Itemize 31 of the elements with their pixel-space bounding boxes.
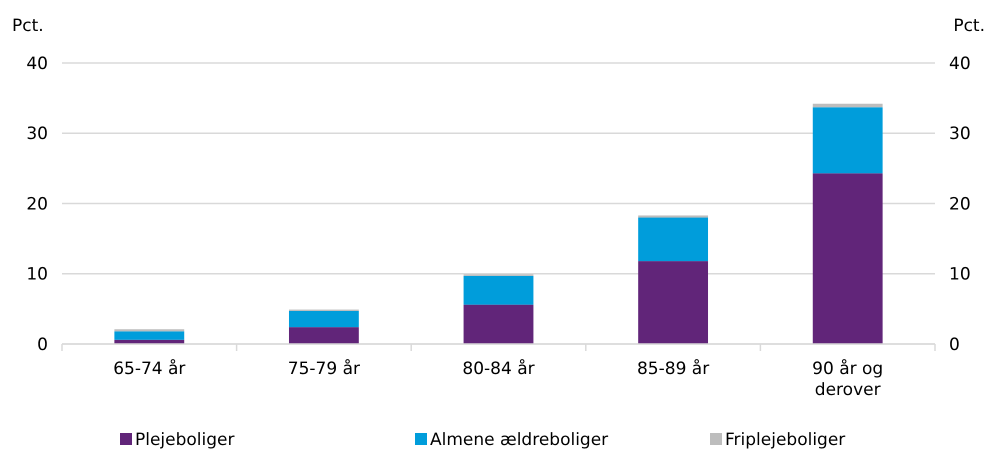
bar: [638, 261, 708, 344]
bar: [638, 218, 708, 262]
x-tick-label: 90 år og derover: [812, 359, 884, 400]
bar: [114, 331, 184, 340]
bar: [288, 310, 359, 328]
y2-tick-label: 30: [949, 124, 971, 144]
x-tick-label: 80-84 år: [462, 359, 535, 379]
y2-tick-label: 20: [949, 194, 971, 214]
legend-label: Friplejeboliger: [725, 430, 846, 450]
y-tick-label: 0: [37, 334, 48, 355]
y-axis-title: Pct.: [12, 16, 44, 36]
y-tick-label: 20: [26, 194, 48, 214]
bar: [464, 304, 534, 344]
bar: [464, 276, 534, 305]
bar: [638, 215, 708, 218]
bar: [288, 327, 359, 344]
legend-label: Almene ældreboliger: [430, 430, 608, 450]
x-tick-label: 85-89 år: [636, 359, 710, 379]
y-tick-label: 30: [26, 124, 48, 144]
y-tick-label: 40: [26, 54, 48, 74]
x-tick-label: 75-79 år: [288, 359, 360, 379]
y2-axis-title: Pct.: [953, 16, 985, 36]
y2-tick-label: 10: [949, 264, 971, 285]
x-tick-label: 65-74 år: [113, 359, 186, 379]
y2-tick-label: 0: [949, 334, 960, 355]
bar: [812, 107, 883, 174]
bar: [812, 104, 883, 108]
y2-tick-label: 40: [949, 54, 971, 74]
y-tick-label: 10: [26, 264, 48, 285]
legend-label: Plejeboliger: [135, 430, 235, 450]
bar: [812, 173, 883, 344]
